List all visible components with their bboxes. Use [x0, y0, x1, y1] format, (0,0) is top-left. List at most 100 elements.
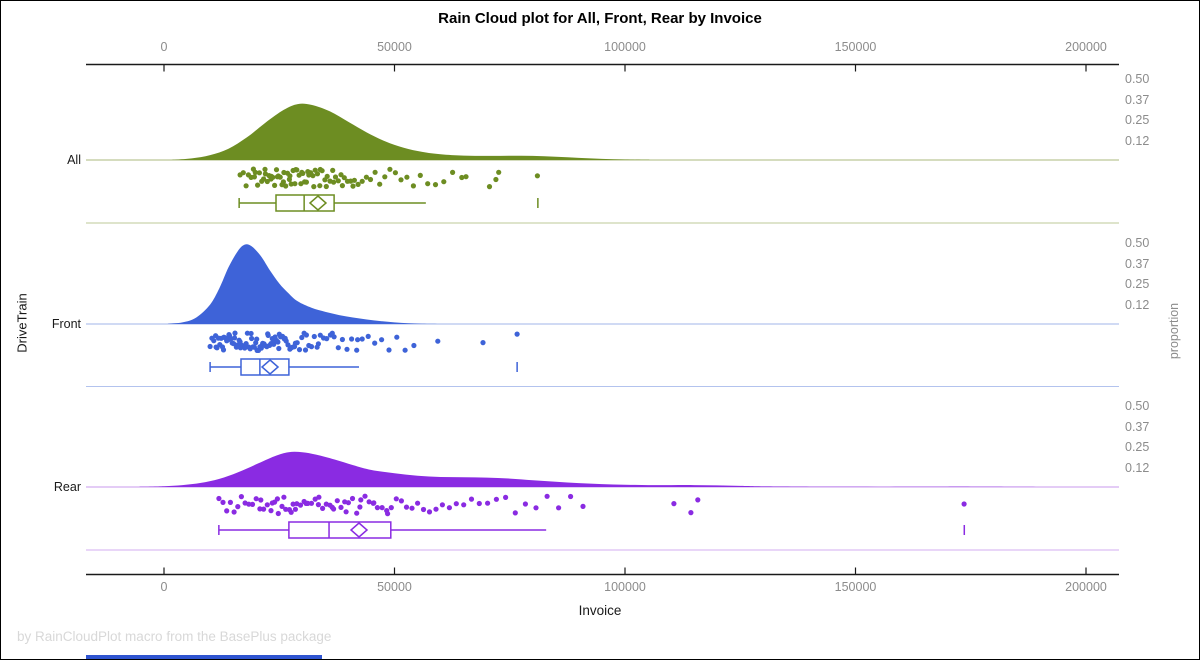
rain-point-rear [512, 510, 518, 516]
rain-point-all [283, 183, 289, 189]
rain-point-rear [374, 505, 380, 511]
rain-point-all [496, 169, 502, 175]
mean-diamond-all [308, 195, 328, 211]
rain-point-front [294, 340, 300, 346]
x-tick-label-top: 150000 [834, 40, 877, 54]
rain-point-rear [238, 494, 244, 500]
x-tick-label-bottom: 50000 [377, 580, 412, 594]
rain-point-all [277, 174, 283, 180]
rain-point-rear [354, 510, 360, 516]
proportion-tick-label: 0.37 [1125, 93, 1150, 108]
rain-point-rear [398, 498, 404, 504]
rain-point-front [386, 347, 392, 353]
rain-point-all [459, 174, 465, 181]
rain-point-all [255, 182, 261, 188]
rain-point-all [332, 174, 339, 180]
rain-point-rear [476, 500, 482, 507]
rain-point-all [335, 178, 341, 184]
rain-point-rear [220, 499, 226, 505]
rain-point-rear [297, 502, 304, 508]
rain-point-all [251, 174, 257, 180]
rain-point-front [283, 338, 289, 344]
rain-point-all [287, 173, 293, 179]
rain-point-rear [261, 506, 267, 512]
rain-point-rear [281, 494, 287, 500]
rain-point-rear [461, 502, 467, 508]
proportion-tick-label: 0.37 [1125, 420, 1150, 435]
x-tick-label-top: 0 [160, 40, 168, 54]
rain-point-front [344, 346, 350, 352]
x-tick-label-bottom: 200000 [1065, 580, 1107, 594]
rain-point-all [351, 177, 357, 183]
rain-point-rear [315, 502, 321, 508]
rain-point-all [300, 170, 306, 176]
rain-point-all [363, 174, 369, 180]
rain-point-rear [305, 500, 311, 506]
rain-point-all [417, 172, 423, 178]
rain-point-all [317, 183, 323, 189]
rain-point-rear [308, 500, 315, 506]
rain-point-front [265, 332, 271, 338]
rain-point-front [372, 340, 378, 346]
rain-point-rear [426, 509, 433, 515]
rain-point-all [382, 174, 388, 180]
rain-point-all [367, 176, 374, 183]
rain-point-rear [264, 502, 270, 508]
proportion-tick-label: 0.12 [1125, 460, 1150, 475]
rain-point-rear [468, 496, 475, 502]
rain-point-rear [235, 504, 241, 510]
proportion-tick-label: 0.12 [1125, 297, 1150, 312]
rain-point-front [365, 333, 371, 339]
rain-point-front [379, 337, 385, 343]
rain-point-front [232, 330, 238, 336]
rain-point-rear [695, 497, 701, 503]
rain-point-all [450, 169, 456, 175]
rain-point-rear [362, 493, 368, 499]
rain-point-rear [246, 501, 252, 507]
mean-diamond-front [260, 359, 280, 375]
rain-point-all [355, 181, 361, 187]
rain-point-front [207, 343, 213, 350]
rain-point-rear [320, 505, 326, 511]
category-label-rear: Rear [53, 480, 81, 494]
rain-point-all [256, 170, 262, 176]
rain-point-all [272, 182, 278, 188]
proportion-tick-label: 0.50 [1125, 72, 1150, 86]
rain-point-all [310, 173, 316, 179]
category-label-front: Front [51, 317, 81, 331]
category-label-all: All [67, 153, 81, 167]
rain-point-rear [258, 497, 264, 503]
rain-point-rear [292, 506, 298, 512]
box-rear [288, 521, 392, 539]
proportion-tick-label: 0.25 [1125, 439, 1150, 454]
rain-point-rear [415, 500, 421, 506]
rain-point-front [275, 339, 281, 345]
rain-point-rear [253, 496, 259, 502]
density-cloud-rear [139, 451, 1044, 487]
rain-point-front [296, 347, 303, 353]
rain-point-rear [366, 499, 372, 505]
rain-point-all [270, 174, 276, 180]
rain-point-all [292, 181, 298, 187]
mean-diamond-rear [349, 522, 369, 538]
rain-point-rear [420, 506, 427, 513]
rain-point-all [350, 183, 356, 189]
rain-point-front [211, 338, 217, 344]
rain-point-rear [439, 502, 445, 508]
rain-point-rear [358, 497, 364, 503]
rain-point-rear [522, 501, 529, 507]
rain-point-front [349, 336, 355, 342]
rain-point-all [311, 184, 317, 190]
rain-point-front [394, 334, 400, 340]
x-tick-label-top: 200000 [1065, 40, 1107, 54]
rain-point-all [339, 183, 345, 189]
rain-point-all [252, 169, 258, 175]
density-cloud-front [167, 244, 442, 325]
rain-point-all [261, 176, 267, 182]
x-tick-label-bottom: 0 [160, 580, 168, 594]
rain-point-rear [288, 509, 294, 515]
rain-point-front [514, 331, 520, 337]
rain-point-all [314, 171, 321, 177]
rain-point-front [276, 345, 282, 352]
